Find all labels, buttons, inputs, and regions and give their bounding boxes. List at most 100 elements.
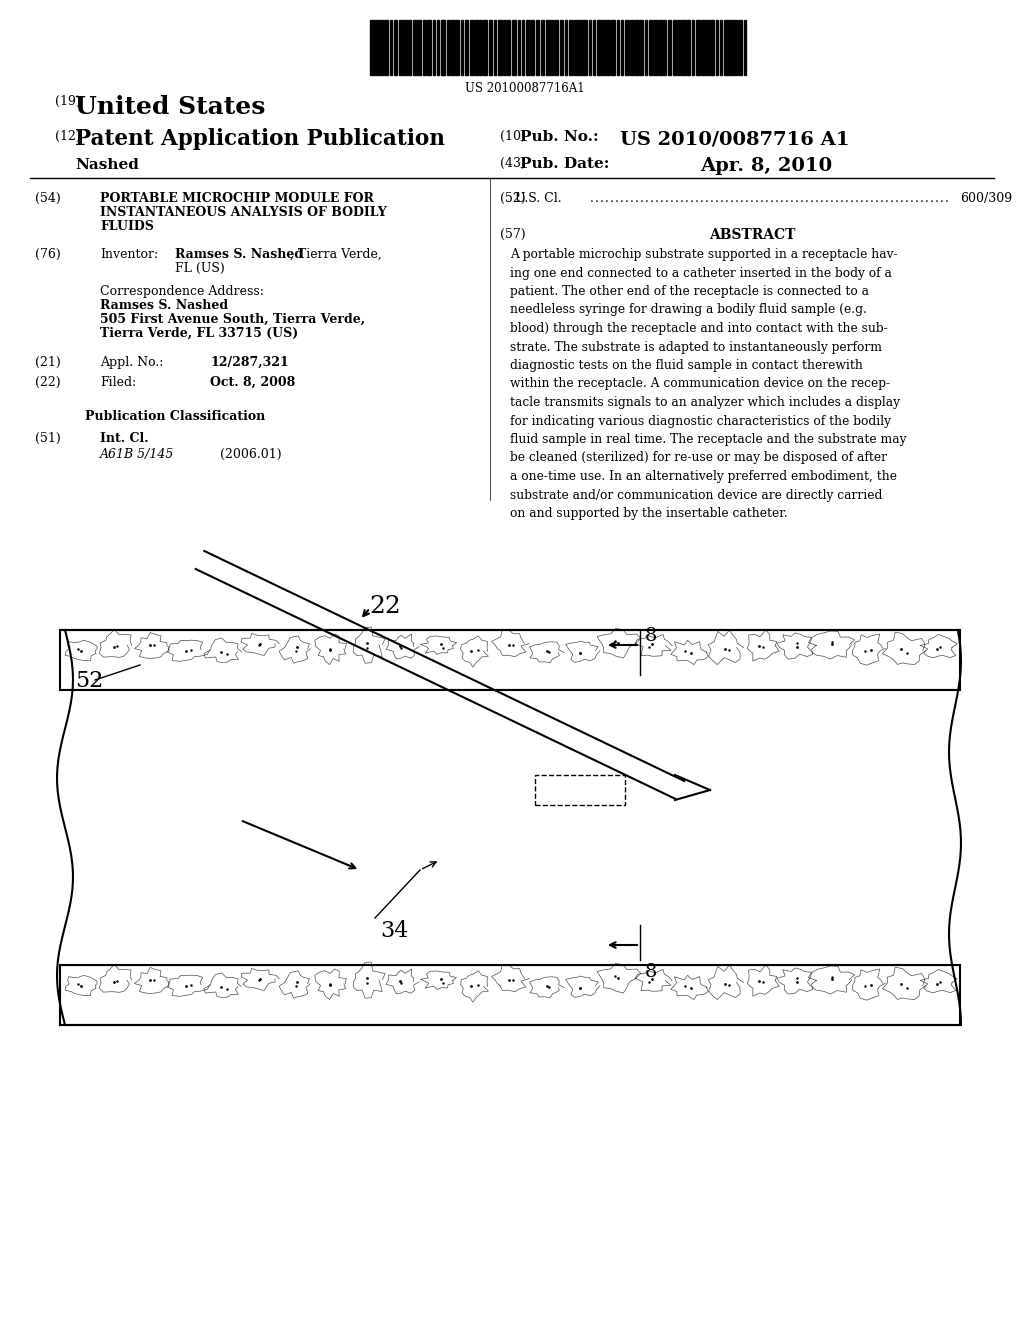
Bar bbox=[568, 20, 572, 75]
Bar bbox=[645, 20, 647, 75]
Text: .: . bbox=[740, 191, 743, 205]
Bar bbox=[440, 20, 445, 75]
Text: (76): (76) bbox=[35, 248, 60, 261]
Text: .: . bbox=[790, 191, 794, 205]
Text: .: . bbox=[730, 191, 734, 205]
Text: .: . bbox=[880, 191, 884, 205]
Text: Ramses S. Nashed: Ramses S. Nashed bbox=[175, 248, 303, 261]
Text: .: . bbox=[855, 191, 859, 205]
Text: .: . bbox=[810, 191, 814, 205]
Bar bbox=[479, 20, 482, 75]
Text: .: . bbox=[770, 191, 774, 205]
Text: US 2010/0087716 A1: US 2010/0087716 A1 bbox=[620, 129, 850, 148]
Text: FL (US): FL (US) bbox=[175, 261, 224, 275]
Text: .: . bbox=[820, 191, 824, 205]
Text: .: . bbox=[785, 191, 788, 205]
Bar bbox=[518, 20, 520, 75]
Text: Apr. 8, 2010: Apr. 8, 2010 bbox=[700, 157, 833, 176]
Text: .: . bbox=[650, 191, 654, 205]
Bar bbox=[452, 20, 454, 75]
Text: (19): (19) bbox=[55, 95, 81, 108]
Text: .: . bbox=[900, 191, 904, 205]
Text: FLUIDS: FLUIDS bbox=[100, 220, 154, 234]
Text: .: . bbox=[830, 191, 834, 205]
Bar bbox=[743, 20, 746, 75]
Text: (51): (51) bbox=[35, 432, 60, 445]
Text: .: . bbox=[655, 191, 658, 205]
Bar bbox=[711, 20, 714, 75]
Bar bbox=[60, 690, 961, 965]
Text: .: . bbox=[765, 191, 769, 205]
Text: 505 First Avenue South, Tierra Verde,: 505 First Avenue South, Tierra Verde, bbox=[100, 313, 366, 326]
Text: .: . bbox=[640, 191, 644, 205]
Text: .: . bbox=[710, 191, 714, 205]
Text: .: . bbox=[605, 191, 609, 205]
Bar bbox=[504, 20, 506, 75]
Bar bbox=[541, 20, 545, 75]
Bar bbox=[423, 20, 426, 75]
Bar bbox=[589, 20, 591, 75]
Text: A portable microchip substrate supported in a receptacle hav-
ing one end connec: A portable microchip substrate supported… bbox=[510, 248, 906, 520]
Bar bbox=[384, 20, 388, 75]
Text: 8: 8 bbox=[645, 627, 657, 645]
Bar bbox=[625, 20, 629, 75]
Bar bbox=[376, 20, 379, 75]
Text: (52): (52) bbox=[500, 191, 525, 205]
Text: 12/287,321: 12/287,321 bbox=[210, 356, 289, 370]
Text: .: . bbox=[665, 191, 669, 205]
Text: .: . bbox=[920, 191, 924, 205]
Bar bbox=[579, 20, 581, 75]
Bar bbox=[734, 20, 737, 75]
Text: .: . bbox=[860, 191, 864, 205]
Bar bbox=[682, 20, 686, 75]
Text: .: . bbox=[795, 191, 799, 205]
Text: Pub. No.:: Pub. No.: bbox=[520, 129, 599, 144]
Text: United States: United States bbox=[75, 95, 265, 119]
Text: Nashed: Nashed bbox=[75, 158, 139, 172]
Bar bbox=[394, 20, 397, 75]
Bar bbox=[508, 20, 510, 75]
Text: .: . bbox=[915, 191, 919, 205]
Bar bbox=[687, 20, 690, 75]
Text: .: . bbox=[720, 191, 724, 205]
Text: (43): (43) bbox=[500, 157, 526, 170]
Bar bbox=[593, 20, 595, 75]
Bar bbox=[659, 20, 662, 75]
Text: .: . bbox=[895, 191, 899, 205]
Bar bbox=[691, 20, 694, 75]
Text: .: . bbox=[825, 191, 828, 205]
Text: .: . bbox=[685, 191, 689, 205]
Text: .: . bbox=[645, 191, 649, 205]
Text: (10): (10) bbox=[500, 129, 526, 143]
Bar bbox=[616, 20, 620, 75]
Bar bbox=[60, 630, 961, 690]
Bar bbox=[602, 20, 605, 75]
Text: .: . bbox=[620, 191, 624, 205]
Text: .: . bbox=[700, 191, 703, 205]
Text: Patent Application Publication: Patent Application Publication bbox=[75, 128, 444, 150]
Bar bbox=[436, 20, 439, 75]
Text: .: . bbox=[945, 191, 949, 205]
Bar bbox=[413, 20, 417, 75]
Text: .: . bbox=[840, 191, 844, 205]
Text: .: . bbox=[910, 191, 913, 205]
Bar bbox=[418, 20, 422, 75]
Text: .: . bbox=[590, 191, 594, 205]
Bar bbox=[611, 20, 615, 75]
Text: Publication Classification: Publication Classification bbox=[85, 411, 265, 422]
Bar bbox=[456, 20, 459, 75]
Bar bbox=[668, 20, 672, 75]
Bar bbox=[404, 20, 407, 75]
Bar bbox=[483, 20, 487, 75]
Text: .: . bbox=[600, 191, 604, 205]
Bar bbox=[639, 20, 643, 75]
Bar bbox=[653, 20, 657, 75]
Bar bbox=[461, 20, 463, 75]
Text: .: . bbox=[680, 191, 684, 205]
Bar bbox=[583, 20, 587, 75]
Text: Filed:: Filed: bbox=[100, 376, 136, 389]
Bar bbox=[390, 20, 392, 75]
Bar bbox=[631, 20, 634, 75]
Text: .: . bbox=[935, 191, 939, 205]
Text: .: . bbox=[610, 191, 613, 205]
